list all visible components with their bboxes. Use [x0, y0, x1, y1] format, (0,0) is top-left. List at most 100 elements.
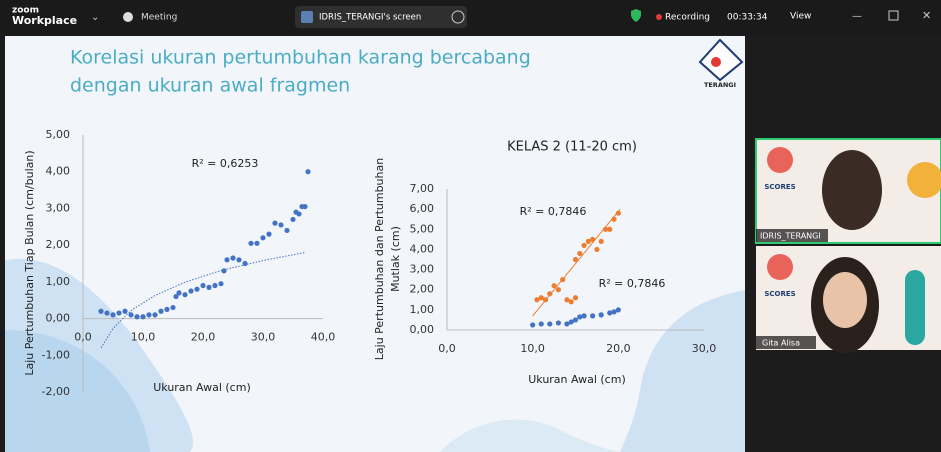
point: [564, 297, 570, 303]
point: [547, 291, 553, 297]
point: [538, 321, 544, 327]
y-tick-label: 1,00: [46, 275, 71, 288]
point: [585, 238, 591, 244]
face: [823, 272, 867, 328]
point: [577, 250, 583, 257]
share-menu[interactable]: [451, 10, 465, 24]
point: [152, 312, 158, 318]
point: [607, 226, 613, 232]
x-tick-label: 20,0: [606, 342, 631, 355]
point: [611, 309, 617, 315]
point: [236, 257, 242, 263]
point: [212, 282, 218, 289]
point: [594, 246, 600, 253]
slide-title: dengan ukuran awal fragmen: [70, 75, 350, 97]
point: [547, 321, 553, 327]
point: [615, 210, 621, 216]
tile-logo-text: SCORES: [764, 183, 795, 191]
y-tick-label: 3,00: [410, 263, 435, 276]
point: [98, 308, 104, 314]
y-tick-label: 0,00: [410, 323, 435, 336]
point: [572, 295, 579, 301]
point: [530, 322, 536, 328]
y-tick-label: -1,00: [42, 348, 70, 361]
point: [266, 231, 272, 237]
point: [590, 236, 596, 242]
name-bg: [756, 336, 816, 349]
recording[interactable]: Recording: [665, 13, 710, 23]
x-tick-label: 30,0: [251, 331, 276, 344]
timer: 00:33:34: [727, 13, 768, 23]
point: [158, 308, 164, 314]
point: [560, 277, 566, 283]
point: [221, 268, 227, 274]
point: [555, 320, 561, 326]
point: [581, 313, 587, 319]
point: [615, 307, 621, 313]
point: [176, 290, 182, 296]
y-axis-title: Laju Pertumbuhan Tiap Bulan (cm/bulan): [23, 150, 36, 375]
x-tick-label: 0,0: [438, 342, 456, 355]
shield[interactable]: [631, 9, 641, 22]
x-tick-label: 10,0: [520, 342, 545, 355]
point: [218, 281, 224, 287]
y-tick-label: 4,00: [410, 242, 435, 255]
wave: [620, 290, 745, 452]
brand: Workplace: [12, 14, 77, 27]
point: [538, 295, 544, 301]
y-tick-label: 1,00: [410, 303, 435, 316]
view[interactable]: View: [790, 12, 811, 22]
point: [542, 297, 549, 303]
point: [598, 238, 604, 244]
point: [116, 310, 122, 316]
point: [572, 317, 579, 323]
point: [254, 240, 260, 246]
x-tick-label: 40,0: [311, 331, 336, 344]
point: [290, 216, 296, 223]
point: [590, 313, 596, 319]
point: [568, 299, 574, 305]
point: [194, 286, 200, 292]
y-tick-label: 0,00: [46, 312, 71, 325]
minimize[interactable]: —: [852, 11, 862, 22]
x-tick-label: 20,0: [191, 331, 216, 344]
point: [296, 211, 302, 217]
tile-logo: [767, 254, 793, 280]
point: [230, 255, 236, 261]
meeting[interactable]: Meeting: [141, 13, 177, 23]
meeting-icon[interactable]: [123, 12, 133, 22]
video-tile: SCORES IDRIS_TERANGI: [755, 138, 941, 244]
wave: [5, 330, 150, 452]
y-tick-label: -2,00: [42, 385, 70, 398]
brand-top: zoom: [12, 6, 39, 16]
y-axis-title: Laju Pertumbuhan dan Pertumbuhan: [373, 158, 386, 360]
y-tick-label: 3,00: [46, 201, 71, 214]
video-tile: SCORES Gita Alisa: [756, 246, 941, 353]
name-bg: [756, 229, 828, 242]
slide-title: Korelasi ukuran pertumbuhan karang berca…: [70, 47, 531, 69]
point: [551, 283, 557, 289]
decor: [905, 270, 925, 345]
close[interactable]: ✕: [922, 9, 931, 22]
brand-menu[interactable]: ⌄: [91, 12, 99, 23]
point: [206, 284, 212, 290]
share-pill[interactable]: [295, 6, 467, 28]
restore[interactable]: [888, 10, 899, 21]
point: [110, 312, 116, 318]
point: [224, 257, 230, 263]
point: [173, 293, 179, 300]
logo-mark: [698, 38, 744, 82]
point: [128, 312, 134, 318]
point: [598, 312, 604, 318]
point: [607, 310, 613, 316]
point: [188, 288, 194, 294]
y-tick-label: 5,00: [410, 222, 435, 235]
y-tick-label: 2,00: [46, 238, 71, 251]
y-tick-label: 4,00: [46, 165, 71, 178]
wave: [440, 419, 620, 452]
x-tick-label: 0,0: [74, 331, 92, 344]
point: [122, 308, 128, 314]
point: [260, 235, 266, 241]
point: [284, 227, 290, 234]
